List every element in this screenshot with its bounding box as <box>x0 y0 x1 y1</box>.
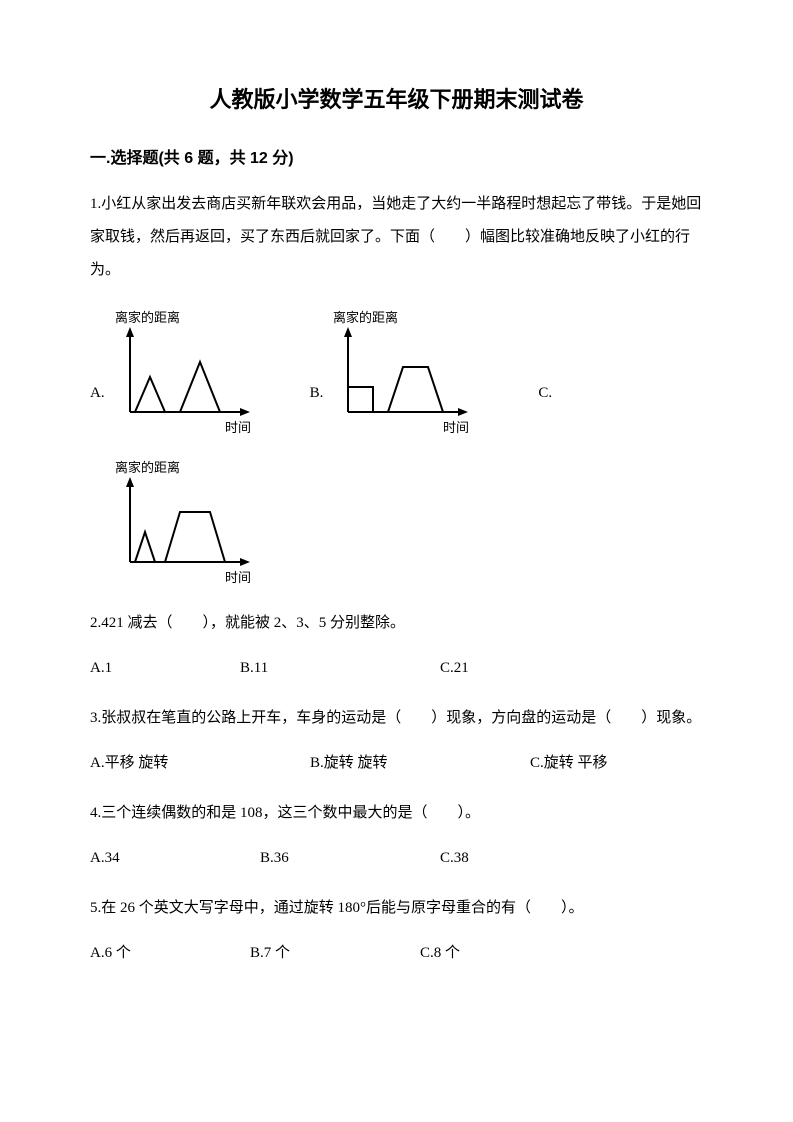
q5-options: A.6 个 B.7 个 C.8 个 <box>90 940 703 967</box>
q3-opt-c: C.旋转 平移 <box>530 750 710 777</box>
q4-opt-a: A.34 <box>90 845 260 872</box>
q1-label-b: B. <box>310 380 324 437</box>
q5-opt-a: A.6 个 <box>90 940 250 967</box>
q5-opt-b: B.7 个 <box>250 940 420 967</box>
q1-label-c: C. <box>538 380 552 437</box>
q4-opt-b: B.36 <box>260 845 440 872</box>
q3-opt-a: A.平移 旋转 <box>90 750 310 777</box>
graph-b: 离家的距离 时间 <box>328 307 488 437</box>
axis-y-label: 离家的距离 <box>115 310 180 325</box>
axis-y-label: 离家的距离 <box>333 310 398 325</box>
q2-options: A.1 B.11 C.21 <box>90 655 703 682</box>
q1-graphs-row2: A. 离家的距离 时间 <box>90 457 703 587</box>
q4-options: A.34 B.36 C.38 <box>90 845 703 872</box>
graph-c: 离家的距离 时间 <box>110 457 270 587</box>
question-2: 2.421 减去（ ），就能被 2、3、5 分别整除。 <box>90 607 703 640</box>
q4-opt-c: C.38 <box>440 845 620 872</box>
q1-graphs-row1: A. 离家的距离 时间 B. 离家的距离 时间 C. <box>90 307 703 437</box>
q2-opt-b: B.11 <box>240 655 440 682</box>
axis-x-label: 时间 <box>443 420 469 435</box>
section-header: 一.选择题(共 6 题，共 12 分) <box>90 145 703 174</box>
question-3: 3.张叔叔在笔直的公路上开车，车身的运动是（ ）现象，方向盘的运动是（ ）现象。 <box>90 702 703 735</box>
question-4: 4.三个连续偶数的和是 108，这三个数中最大的是（ ）。 <box>90 797 703 830</box>
q1-label-a: A. <box>90 380 105 437</box>
q3-options: A.平移 旋转 B.旋转 旋转 C.旋转 平移 <box>90 750 703 777</box>
axis-x-label: 时间 <box>225 420 251 435</box>
question-5: 5.在 26 个英文大写字母中，通过旋转 180°后能与原字母重合的有（ ）。 <box>90 892 703 925</box>
graph-a: 离家的距离 时间 <box>110 307 270 437</box>
q2-opt-a: A.1 <box>90 655 240 682</box>
page-title: 人教版小学数学五年级下册期末测试卷 <box>90 80 703 120</box>
q2-opt-c: C.21 <box>440 655 620 682</box>
q5-opt-c: C.8 个 <box>420 940 600 967</box>
axis-x-label: 时间 <box>225 570 251 585</box>
q3-opt-b: B.旋转 旋转 <box>310 750 530 777</box>
question-1: 1.小红从家出发去商店买新年联欢会用品，当她走了大约一半路程时想起忘了带钱。于是… <box>90 188 703 287</box>
axis-y-label: 离家的距离 <box>115 460 180 475</box>
